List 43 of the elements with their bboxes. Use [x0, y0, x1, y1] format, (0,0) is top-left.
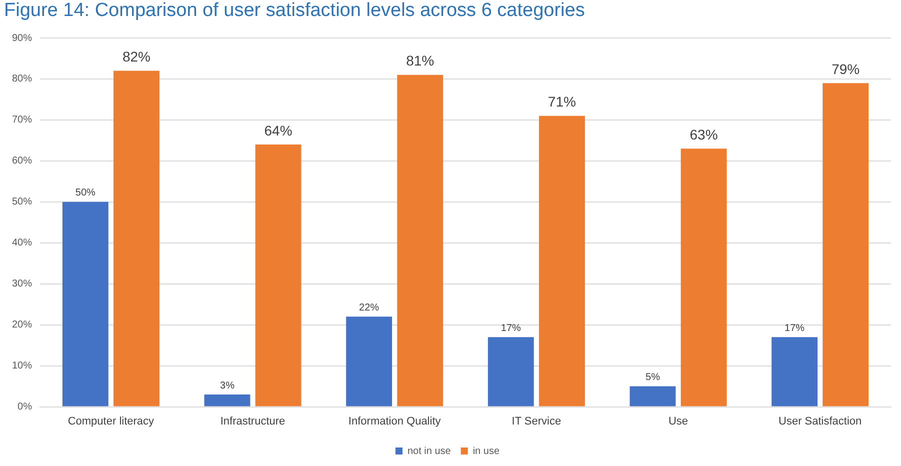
x-tick-label: Infrastructure: [220, 415, 286, 428]
y-tick-label: 30%: [12, 278, 32, 290]
data-label: 17%: [500, 322, 522, 334]
y-tick-label: 0%: [18, 402, 32, 413]
x-tick-label: Information Quality: [348, 415, 442, 428]
y-tick-label: 20%: [12, 320, 32, 331]
y-tick-label: 10%: [12, 360, 32, 372]
x-tick-label: User Satisfaction: [778, 415, 862, 428]
x-tick-label: IT Service: [512, 415, 562, 428]
bar: [772, 337, 818, 406]
data-label: 82%: [122, 48, 150, 65]
bar: [680, 148, 727, 406]
legend-label: in use: [472, 446, 500, 457]
data-label: 64%: [264, 122, 292, 138]
y-tick-label: 90%: [12, 32, 32, 44]
y-tick-label: 40%: [12, 238, 32, 249]
bar: [204, 394, 250, 406]
y-tick-label: 70%: [12, 114, 32, 126]
data-label: 50%: [75, 188, 96, 199]
y-tick-label: 50%: [12, 196, 32, 208]
data-label: 79%: [832, 60, 860, 77]
y-tick-label: 60%: [12, 156, 32, 167]
bar: [397, 74, 444, 406]
data-label: 63%: [690, 126, 718, 142]
chart-title: Figure 14: Comparison of user satisfaction levels across 6 categories: [4, 0, 585, 22]
data-label: 17%: [784, 322, 805, 334]
data-label: 3%: [220, 380, 235, 392]
bar: [346, 316, 392, 406]
data-label: 5%: [646, 372, 660, 384]
bar: [255, 144, 302, 406]
bar: [822, 83, 869, 406]
data-label: 81%: [406, 52, 434, 69]
bar: [488, 337, 534, 406]
legend-label: not in use: [407, 446, 452, 457]
x-tick-label: Computer literacy: [68, 415, 155, 428]
bar: [538, 116, 585, 406]
bar: [113, 70, 160, 406]
data-label: 22%: [359, 302, 380, 314]
x-tick-label: Use: [668, 415, 688, 428]
y-tick-label: 80%: [12, 74, 32, 85]
data-label: 71%: [548, 94, 576, 110]
bar: [62, 202, 108, 406]
bar: [630, 386, 676, 406]
